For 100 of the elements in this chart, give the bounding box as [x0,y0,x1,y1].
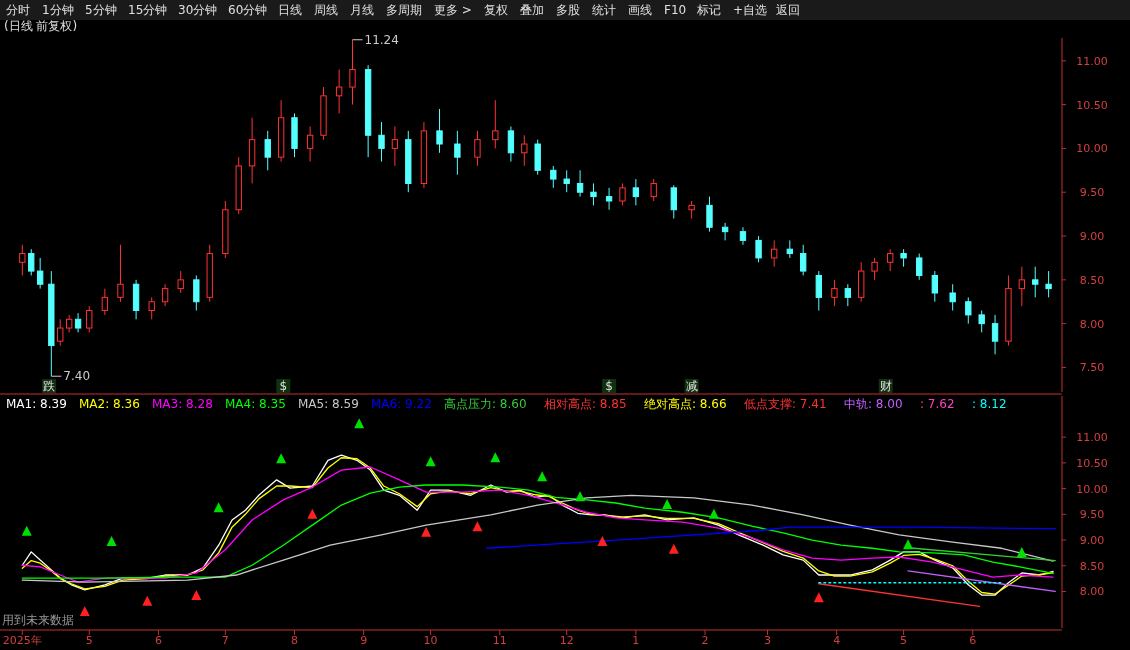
y-tick-label: 9.00 [1079,230,1105,244]
candlestick [148,296,155,320]
candlestick [844,283,851,307]
candlestick [521,134,528,167]
annotation: $ [605,379,613,393]
text: 更多 > [434,3,472,17]
text: 画线 [628,3,652,17]
point [537,471,548,482]
x-tick-label: 8 [291,634,298,647]
x-tick-label: 6 [969,634,977,647]
point [490,452,501,463]
point [421,526,432,537]
candlestick [507,126,515,163]
point [708,508,719,519]
x-tick-label: 2025年 [2,634,42,647]
point [1016,546,1027,557]
annotation: 财 [879,379,892,393]
y-tick-label: 10.00 [1076,142,1108,156]
point [813,592,824,603]
text: : 8.12 [972,397,1007,411]
point [354,418,365,429]
candlestick [550,165,557,189]
candlestick [177,270,184,294]
text: 多周期 [386,3,422,17]
candlestick [650,178,657,202]
candlestick [619,182,626,206]
text: MA5: 8.59 [298,397,359,411]
x-tick-label: 5 [85,634,93,647]
text: 多股 [556,3,580,17]
y-tick-label: 8.50 [1079,559,1105,573]
candlestick [576,169,584,198]
text: 周线 [314,3,338,17]
text: 30分钟 [178,3,218,17]
text: 月线 [350,3,374,17]
point [21,525,32,536]
y-tick-label: 8.50 [1079,273,1105,287]
x-tick-label: 2 [701,634,709,647]
text: 叠加 [520,3,544,17]
candlestick [391,126,399,167]
y-tick-label: 10.50 [1076,456,1108,470]
y-tick-label: 11.00 [1076,54,1108,68]
candlestick [721,222,729,241]
candlestick [965,296,972,325]
candlestick [916,253,923,281]
text: 复权 [484,3,508,17]
y-tick-label: 8.00 [1079,317,1105,331]
y-tick-label: 9.00 [1079,534,1105,548]
text: 15分钟 [128,3,168,17]
x-tick-label: 1 [632,634,640,647]
candlestick [193,274,200,312]
candlestick [755,235,762,263]
text: MA3: 8.28 [152,397,213,411]
candlestick [563,169,570,193]
x-tick-label: 3 [764,634,771,647]
annotation: 减 [685,379,698,393]
candlestick [57,318,64,347]
x-tick-label: 10 [423,634,438,647]
candlestick [1045,270,1052,298]
candlestick [161,283,169,307]
point [425,456,436,467]
candlestick [887,248,894,272]
candlestick [590,182,597,206]
candlestick [670,184,677,219]
annotation: 跌 [43,379,56,393]
text: 标记 [696,3,721,17]
point [668,543,679,554]
text: 5分钟 [85,3,117,17]
point [472,521,483,532]
y-tick-label: 10.00 [1076,482,1108,496]
point [575,491,586,502]
text: 60分钟 [228,3,268,17]
x-tick-label: 9 [360,634,368,647]
text: 高点压力: 8.60 [444,397,527,411]
text: 分时 [6,3,30,17]
text: 返回 [776,3,800,17]
x-tick-label: 12 [559,634,574,647]
x-tick-label: 6 [154,634,162,647]
y-tick-label: 8.00 [1079,585,1105,599]
candlestick [36,257,44,290]
candlestick [86,305,93,333]
x-tick-label: 7 [221,634,229,647]
text: +自选 [733,3,768,17]
annotation: 11.24 [364,32,399,47]
annotation: 用到未来数据 [2,613,74,627]
chart-title: (日线 前复权) [4,19,78,33]
point [213,502,224,513]
point [106,536,117,547]
point [142,595,153,606]
y-tick-label: 7.50 [1079,361,1105,375]
point [191,590,202,601]
candlestick [436,108,443,154]
text: 日线 [278,3,302,17]
point [903,539,914,550]
line-series [485,526,1056,549]
y-tick-label: 10.50 [1076,98,1108,112]
candlestick [978,310,985,333]
candlestick [264,130,271,171]
x-tick-label: 4 [833,634,841,647]
legend-label: : 7.62 [920,397,955,411]
candlestick [871,257,878,281]
